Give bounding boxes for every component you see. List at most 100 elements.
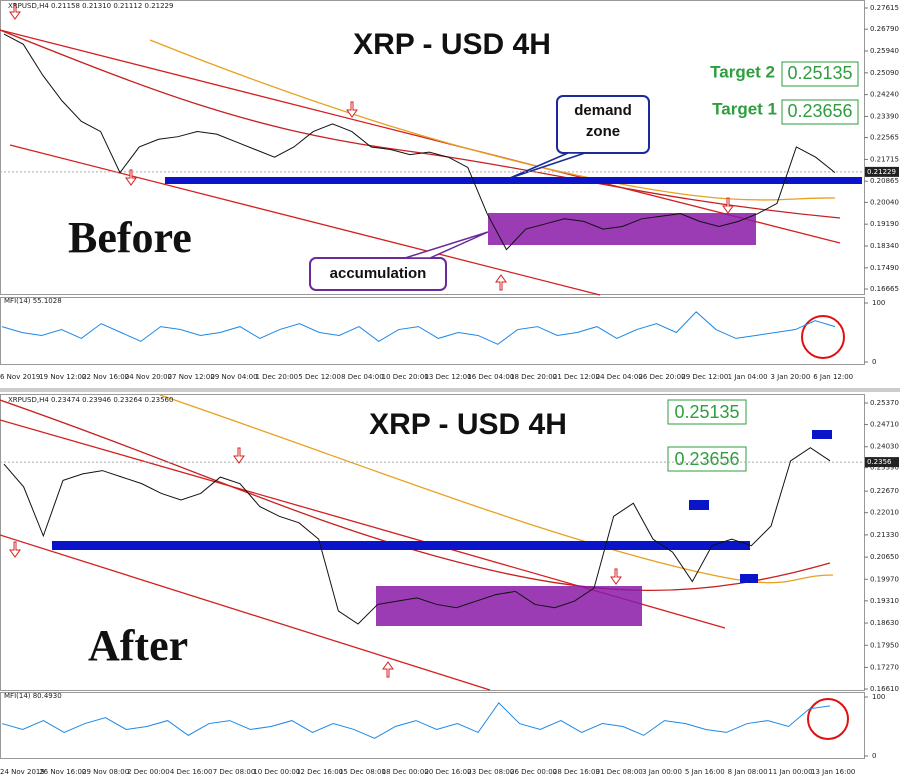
date-label: 16 Dec 04:00 (467, 373, 514, 381)
price-line (3, 447, 831, 625)
price-tick-label: 0.20040 (870, 198, 899, 206)
target-box (667, 446, 747, 472)
date-label: 29 Nov 08:00 (82, 768, 129, 776)
moving-average (0, 29, 841, 219)
caption: Before (68, 213, 192, 262)
price-tick-label: 0.22565 (870, 134, 899, 142)
date-label: 21 Dec 12:00 (553, 373, 600, 381)
separator (0, 388, 900, 392)
price-tick-label: 0.20865 (870, 177, 899, 185)
price-frame (0, 394, 865, 691)
price-tick-label: 0.25370 (870, 399, 899, 407)
price-tick-label: 0.24710 (870, 421, 899, 429)
price-tick-label: 0.17490 (870, 264, 899, 272)
callout-text: demand zone (574, 102, 632, 140)
date-label: 22 Nov 16:00 (82, 373, 129, 381)
date-label: 28 Dec 16:00 (553, 768, 600, 776)
price-tick-label: 0.24030 (870, 443, 899, 451)
indicator-header: MFI(14) 55.1028 (4, 297, 62, 305)
target-value: 0.25135 (674, 402, 739, 422)
mfi-frame (0, 692, 865, 759)
arrow-up (382, 661, 394, 678)
title: XRP - USD 4H (369, 408, 567, 441)
mfi-tick-label: 0 (872, 752, 876, 760)
price-tick-label: 0.18340 (870, 242, 899, 250)
date-label: 3 Jan 00:00 (642, 768, 682, 776)
price-tick-label: 0.25090 (870, 69, 899, 77)
current-price-label: 0.21229 (867, 168, 896, 176)
price-tick-label: 0.17950 (870, 641, 899, 649)
price-tick-label: 0.27615 (870, 4, 899, 12)
price-tick-label: 0.18630 (870, 619, 899, 627)
date-label: 12 Dec 16:00 (296, 768, 343, 776)
date-label: 24 Nov 2019 (0, 768, 45, 776)
channel-line (0, 29, 841, 244)
date-label: 6 Nov 2019 (0, 373, 40, 381)
date-label: 29 Dec 12:00 (681, 373, 728, 381)
target-value: 0.23656 (674, 449, 739, 469)
date-label: 10 Dec 20:00 (382, 373, 429, 381)
title: XRP - USD 4H (353, 28, 551, 61)
date-label: 29 Nov 04:00 (210, 373, 257, 381)
level-marker (740, 574, 758, 583)
callout (309, 257, 447, 291)
date-label: 13 Jan 16:00 (811, 768, 855, 776)
callout-text: accumulation (330, 265, 427, 282)
price-tick-label: 0.19310 (870, 597, 899, 605)
callout-tail (404, 231, 489, 259)
mfi-tick-label: 0 (872, 358, 876, 366)
target-value: 0.23656 (787, 101, 852, 121)
date-label: 13 Dec 12:00 (424, 373, 471, 381)
date-label: 20 Dec 16:00 (424, 768, 471, 776)
highlight-circle (807, 698, 849, 740)
date-label: 8 Dec 04:00 (341, 373, 384, 381)
date-label: 18 Dec 20:00 (510, 373, 557, 381)
date-label: 31 Dec 08:00 (596, 768, 643, 776)
price-tick-label: 0.19970 (870, 575, 899, 583)
mfi-frame (0, 297, 865, 365)
price-tick-label: 0.20650 (870, 553, 899, 561)
price-line (3, 33, 836, 251)
price-tick-label: 0.21330 (870, 531, 899, 539)
arrow-down (9, 3, 734, 214)
date-label: 6 Jan 12:00 (813, 373, 853, 381)
date-label: 24 Nov 20:00 (125, 373, 172, 381)
level-marker (812, 430, 832, 439)
price-tick-label: 0.26790 (870, 25, 899, 33)
mfi-tick-label: 100 (872, 299, 885, 307)
caption: After (88, 621, 188, 670)
date-label: 1 Jan 04:00 (728, 373, 768, 381)
price-tick-label: 0.24240 (870, 91, 899, 99)
price-tick-label: 0.23390 (870, 464, 899, 472)
channel-line (9, 144, 601, 296)
date-label: 8 Jan 08:00 (728, 768, 768, 776)
price-tick-label: 0.22670 (870, 487, 899, 495)
current-price-box (865, 457, 899, 468)
date-label: 2 Dec 00:00 (127, 768, 170, 776)
date-label: 18 Dec 00:00 (382, 768, 429, 776)
price-tick-label: 0.25940 (870, 47, 899, 55)
arrow-down (9, 447, 622, 585)
date-label: 24 Dec 04:00 (596, 373, 643, 381)
date-label: 10 Dec 00:00 (253, 768, 300, 776)
mfi-line (1, 702, 831, 739)
price-frame (0, 0, 865, 295)
price-tick-label: 0.23390 (870, 112, 899, 120)
date-label: 1 Dec 20:00 (255, 373, 298, 381)
indicator-header: MFI(14) 80.4930 (4, 692, 62, 700)
date-label: 26 Nov 16:00 (39, 768, 86, 776)
mfi-tick-label: 100 (872, 693, 885, 701)
target-box (781, 61, 859, 87)
current-price-label: 0.2356 (867, 458, 892, 466)
demand-line (52, 541, 750, 550)
date-label: 5 Jan 16:00 (685, 768, 725, 776)
date-label: 26 Dec 20:00 (638, 373, 685, 381)
channel-line (0, 534, 491, 691)
date-label: 3 Jan 20:00 (770, 373, 810, 381)
date-label: 4 Dec 16:00 (170, 768, 213, 776)
price-tick-label: 0.22010 (870, 509, 899, 517)
price-tick-label: 0.19190 (870, 220, 899, 228)
chart-header: XRPUSD,H4 0.23474 0.23946 0.23264 0.2356… (8, 396, 173, 404)
callout (556, 95, 650, 154)
date-label: 11 Jan 00:00 (768, 768, 812, 776)
